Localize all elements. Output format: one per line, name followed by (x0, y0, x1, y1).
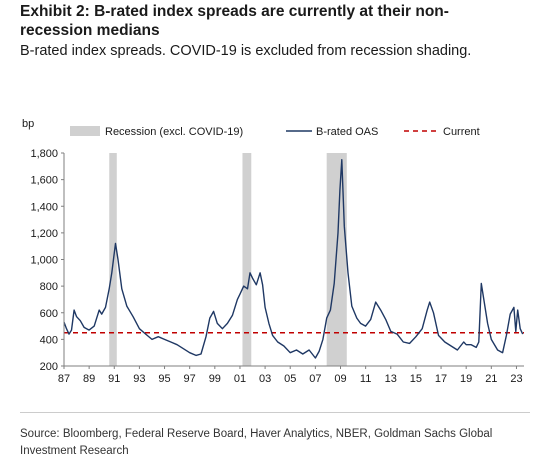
legend-label-current: Current (443, 126, 480, 138)
y-tick-label-800: 800 (40, 281, 58, 293)
y-tick-label-200: 200 (40, 361, 58, 373)
x-tick-label-1997: 97 (184, 373, 196, 385)
x-tick-label-1987: 87 (58, 373, 70, 385)
x-tick-label-2015: 15 (410, 373, 422, 385)
x-tick-label-2011: 11 (360, 373, 371, 385)
x-tick-label-2017: 17 (435, 373, 447, 385)
y-tick-label-1600: 1,600 (30, 175, 58, 187)
recession-band-2 (242, 153, 252, 366)
x-tick-label-2001: 01 (234, 373, 246, 385)
axis-layer: 200 400 600 800 1,000 1,200 1,400 1,600 1,800 87 8… (22, 118, 524, 385)
x-tick-label-1993: 93 (133, 373, 145, 385)
x-tick-label-2003: 03 (259, 373, 271, 385)
chart-title: Exhibit 2: B-rated index spreads are cur… (20, 3, 449, 39)
legend-swatch-recession (70, 126, 100, 136)
x-tick-label-1995: 95 (158, 373, 170, 385)
x-tick-label-1999: 99 (209, 373, 221, 385)
legend-layer: Recession (excl. COVID-19) B-rated OAS Cur… (70, 126, 480, 138)
y-axis-unit-label: bp (22, 118, 34, 130)
legend-label-b-rated-oas: B-rated OAS (316, 126, 378, 138)
x-tick-label-2007: 07 (309, 373, 321, 385)
recession-band-3 (326, 153, 347, 366)
x-tick-label-2021: 21 (485, 373, 497, 385)
y-tick-label-1400: 1,400 (30, 201, 58, 213)
x-tick-label-2009: 09 (334, 373, 346, 385)
y-tick-label-1200: 1,200 (30, 228, 58, 240)
x-tick-label-1989: 89 (83, 373, 95, 385)
x-tick-label-2023: 23 (510, 373, 522, 385)
legend-label-recession: Recession (excl. COVID-19) (105, 126, 243, 138)
source-note: Source: Bloomberg, Federal Reserve Board… (20, 428, 493, 457)
x-tick-label-2019: 19 (460, 373, 472, 385)
x-tick-label-2013: 13 (385, 373, 397, 385)
footer-divider (20, 412, 530, 413)
y-tick-label-1000: 1,000 (30, 255, 58, 267)
x-tick-label-2005: 05 (284, 373, 296, 385)
series-line-b-rated-oas (63, 159, 524, 359)
y-tick-label-600: 600 (40, 308, 58, 320)
y-tick-label-1800: 1,800 (30, 148, 58, 160)
y-tick-label-400: 400 (40, 334, 58, 346)
spread-chart: 200 400 600 800 1,000 1,200 1,400 1,600 1,800 87 8… (22, 118, 524, 385)
x-tick-label-1991: 91 (108, 373, 120, 385)
series-layer (63, 159, 524, 359)
chart-subtitle: B-rated index spreads. COVID-19 is exclu… (20, 43, 472, 59)
